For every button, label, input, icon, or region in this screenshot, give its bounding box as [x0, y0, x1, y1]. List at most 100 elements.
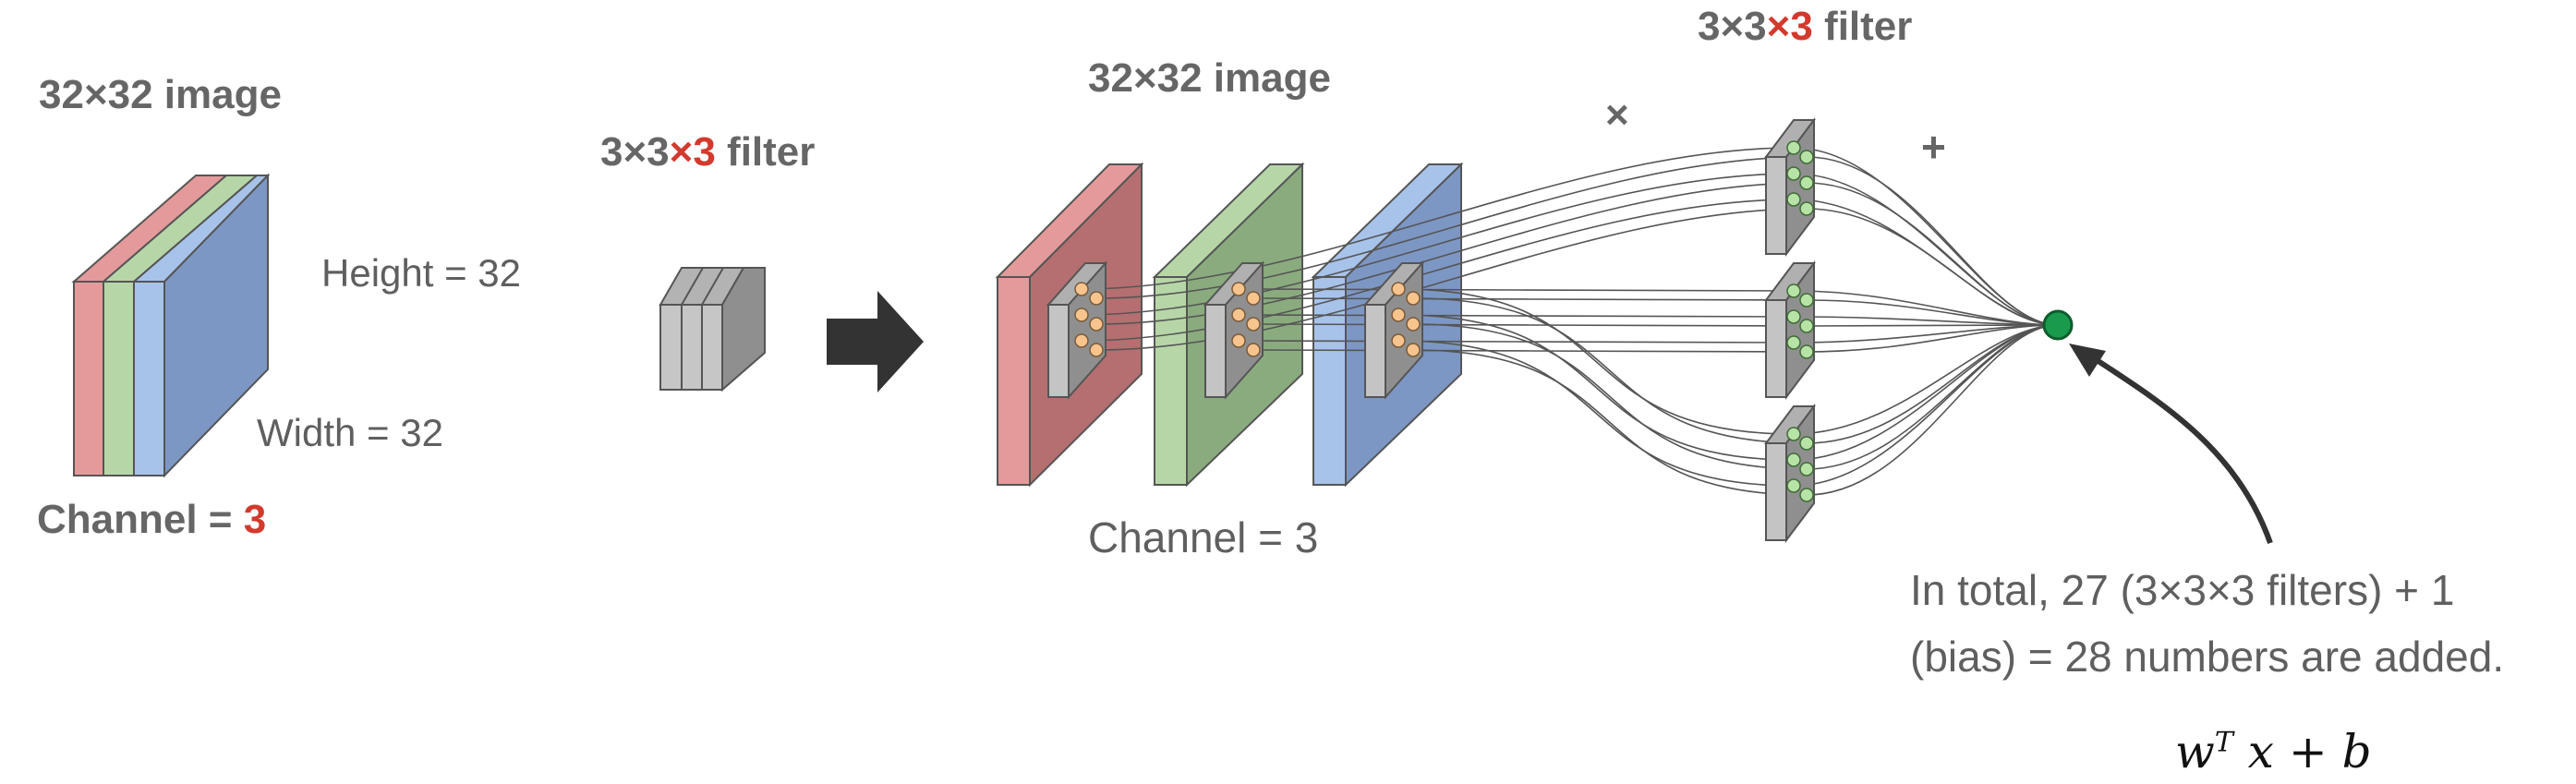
- input-connection: [1095, 208, 1808, 351]
- patch-front: [1204, 304, 1227, 398]
- output-connection: [1806, 324, 2059, 327]
- filter-node: [1786, 452, 1801, 467]
- input-connection: [1412, 349, 1808, 496]
- filter-column-1: [1764, 117, 1816, 257]
- left-channel-label: Channel = 3: [37, 497, 266, 543]
- note-arrow-head: [2069, 344, 2106, 377]
- input-node: [1074, 333, 1089, 348]
- filter-node: [1786, 309, 1801, 324]
- input-connection: [1238, 314, 1795, 318]
- input-node: [1074, 308, 1089, 322]
- input-connection: [1081, 147, 1795, 290]
- filter-columns: [1764, 117, 1816, 543]
- filter-column-3: [1764, 404, 1816, 543]
- filter-node: [1786, 427, 1801, 441]
- filter-node: [1799, 150, 1814, 164]
- filter-node: [1786, 166, 1801, 181]
- small-filter-label: 3×3×3 filter: [600, 129, 815, 175]
- input-connection: [1412, 297, 1808, 444]
- input-node: [1231, 333, 1246, 348]
- input-node: [1406, 317, 1421, 332]
- output-connection: [1806, 324, 2059, 353]
- filter-node: [1799, 344, 1814, 359]
- input-node: [1391, 308, 1406, 322]
- output-connection: [1806, 324, 2059, 470]
- filter-node: [1799, 488, 1814, 502]
- input-node: [1231, 282, 1246, 296]
- output-connection: [1793, 316, 2059, 326]
- note-line-1: In total, 27 (3×3×3 filters) + 1: [1910, 566, 2455, 614]
- left-channel-prefix: Channel =: [37, 497, 244, 542]
- input-node: [1089, 343, 1104, 357]
- input-connection: [1252, 349, 1808, 353]
- filter-node: [1786, 192, 1801, 207]
- output-connection: [1806, 208, 2059, 326]
- input-node: [1391, 333, 1406, 348]
- right-image-title: 32×32 image: [1088, 55, 1331, 101]
- note-line-2: (bias) = 28 numbers are added.: [1910, 633, 2505, 681]
- filter-node: [1799, 436, 1814, 451]
- patch-2: [1203, 260, 1265, 400]
- right-channel-label: Channel = 3: [1088, 513, 1319, 561]
- filter-front: [1765, 442, 1787, 541]
- input-connection: [1252, 323, 1808, 327]
- right-filter-accent: ×3: [1766, 4, 1813, 49]
- output-connection: [1793, 199, 2059, 326]
- input-node: [1231, 308, 1246, 322]
- output-connection: [1806, 324, 2059, 496]
- small-filter-suffix: filter: [715, 129, 816, 175]
- output-connection: [1806, 156, 2059, 326]
- input-node: [1074, 282, 1089, 296]
- small-filter-accent: ×3: [669, 129, 716, 175]
- height-label: Height = 32: [321, 251, 521, 295]
- input-connection: [1095, 156, 1808, 299]
- left-image-stack: [71, 173, 271, 478]
- left-image-title: 32×32 image: [39, 72, 282, 117]
- left-green-channel: [101, 175, 260, 476]
- input-connection: [1238, 340, 1795, 344]
- input-node: [1246, 291, 1261, 306]
- note-arrow: [2081, 348, 2273, 544]
- input-node: [1391, 282, 1406, 296]
- input-node: [1406, 291, 1421, 306]
- output-connection: [1793, 173, 2059, 326]
- patch-1: [1046, 260, 1108, 400]
- formula-rest: x + b: [2247, 725, 2372, 778]
- input-node: [1089, 291, 1104, 306]
- input-node: [1246, 343, 1261, 357]
- right-filter-prefix: 3×3: [1698, 4, 1767, 49]
- transform-arrow: [827, 291, 924, 392]
- patch-front: [1364, 304, 1386, 398]
- filter-node: [1786, 335, 1801, 350]
- input-connection: [1397, 288, 1795, 435]
- filter-node: [1799, 319, 1814, 333]
- output-node: [2042, 309, 2074, 341]
- filter-node: [1799, 201, 1814, 216]
- connection-lines: [1081, 147, 2059, 496]
- filter-node: [1786, 283, 1801, 298]
- input-connection: [1095, 182, 1808, 325]
- filter-patches: [1046, 260, 1425, 400]
- right-filter-suffix: filter: [1812, 4, 1913, 49]
- filter-node: [1786, 478, 1801, 493]
- input-connection: [1397, 340, 1795, 487]
- input-node: [1406, 343, 1421, 357]
- left-channel-value: 3: [243, 497, 267, 542]
- input-connection: [1397, 314, 1795, 461]
- output-connection: [1793, 324, 2059, 461]
- formula: wT x + b: [2175, 725, 2372, 778]
- filter-node: [1799, 175, 1814, 190]
- filter-front: [1765, 156, 1787, 255]
- input-connection: [1238, 288, 1795, 292]
- input-connection: [1252, 297, 1808, 301]
- patch-front: [1047, 304, 1070, 398]
- formula-w: w: [2175, 725, 2215, 778]
- small-filter-prefix: 3×3: [600, 129, 670, 175]
- filter-node: [1799, 462, 1814, 476]
- width-label: Width = 32: [257, 411, 443, 454]
- filter-column-2: [1764, 260, 1816, 400]
- small-filter-cube: [659, 267, 766, 392]
- output-connection: [1793, 324, 2059, 487]
- input-connection: [1081, 173, 1795, 316]
